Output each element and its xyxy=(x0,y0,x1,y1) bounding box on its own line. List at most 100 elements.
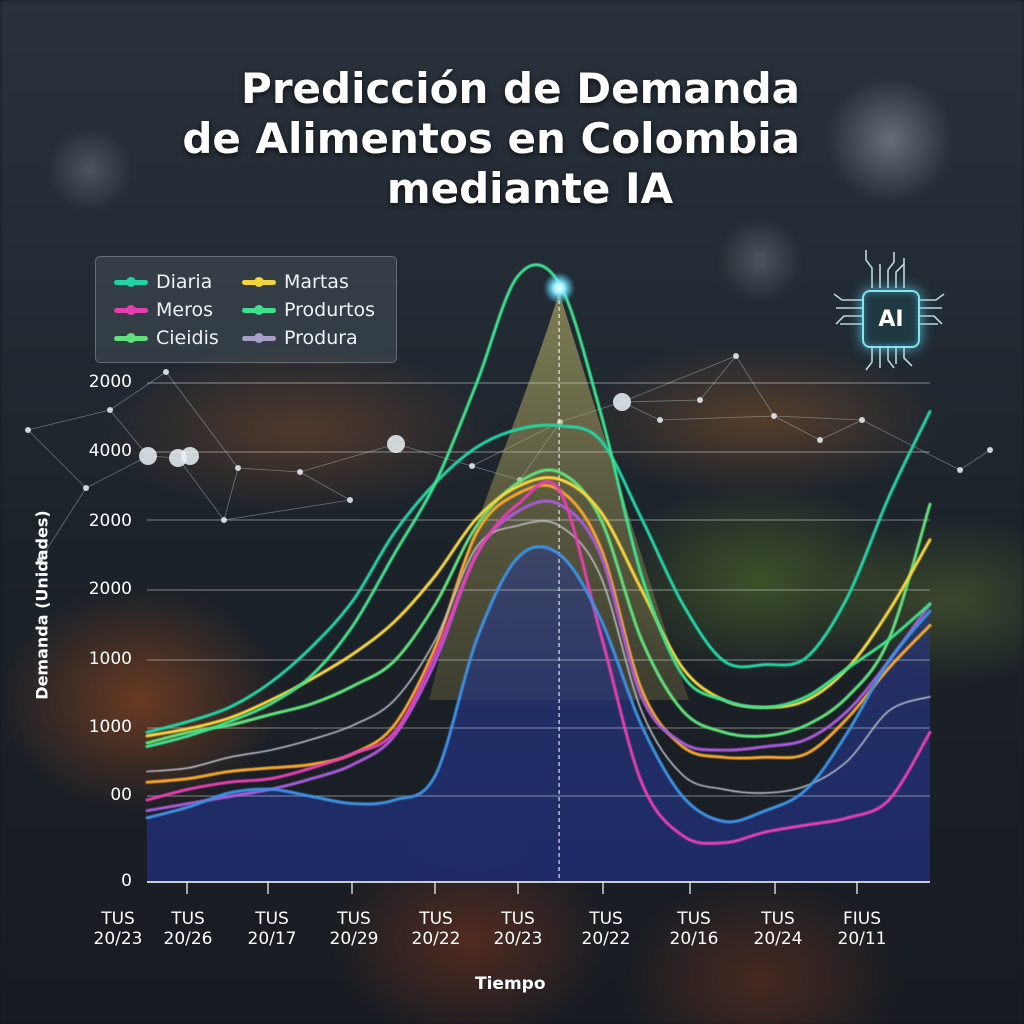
network-edge xyxy=(27,429,87,489)
network-decoration xyxy=(25,353,993,563)
network-node xyxy=(347,497,353,503)
legend-item-martas[interactable]: Martas xyxy=(242,271,349,293)
y-axis-label: Demanda (Unidades) xyxy=(32,510,52,700)
y-tick-label: 1000 xyxy=(88,717,132,737)
network-node xyxy=(235,465,241,471)
legend-swatch xyxy=(242,304,276,315)
y-tick-label: 1000 xyxy=(88,649,132,669)
y-tick-label: 2000 xyxy=(88,579,132,599)
network-edge xyxy=(659,415,775,421)
network-edge xyxy=(299,471,351,501)
network-edge xyxy=(735,355,775,417)
x-tick-label: TUS 20/16 xyxy=(659,909,729,949)
title-line-1: Predicción de Demanda xyxy=(241,64,800,113)
x-tick-label-bottom: 20/29 xyxy=(329,929,379,949)
y-tick-label: 0 xyxy=(121,871,132,891)
series-line-martas xyxy=(145,476,932,738)
network-edge xyxy=(621,399,701,403)
legend-swatch xyxy=(242,276,276,287)
series-line-cieidis xyxy=(145,468,932,745)
x-tick-label: TUS 20/22 xyxy=(401,909,471,949)
network-edge xyxy=(773,415,863,421)
x-tick-label-bottom: 20/24 xyxy=(753,929,803,949)
legend-item-cieidis[interactable]: Cieidis xyxy=(114,327,219,349)
network-edge xyxy=(177,457,225,521)
x-tick-label-top: TUS xyxy=(589,909,623,929)
title-line-2: de Alimentos en Colombia xyxy=(182,114,800,163)
forecast-area-fill xyxy=(147,546,930,882)
legend-item-produra[interactable]: Produra xyxy=(242,327,358,349)
network-node xyxy=(25,427,31,433)
title-line-3: mediante IA xyxy=(386,164,674,213)
network-node xyxy=(733,353,739,359)
network-edge xyxy=(223,467,239,521)
x-tick-label-bottom: 20/22 xyxy=(581,929,631,949)
x-tick-label-bottom: 20/17 xyxy=(247,929,297,949)
network-edge xyxy=(237,467,301,473)
x-tick-label: FIUS 20/11 xyxy=(827,909,897,949)
network-edge xyxy=(223,499,351,521)
x-axis-label: Tiempo xyxy=(475,974,546,994)
network-node xyxy=(83,485,89,491)
legend-label: Meros xyxy=(156,299,213,321)
x-tick-label-bottom: 20/23 xyxy=(493,929,543,949)
legend-label: Produrtos xyxy=(284,299,376,321)
network-node xyxy=(221,517,227,523)
network-edge xyxy=(699,355,737,401)
network-node xyxy=(107,407,113,413)
network-node xyxy=(37,557,43,563)
legend-item-produrtos[interactable]: Produrtos xyxy=(242,299,375,321)
x-tick-label-top: TUS xyxy=(255,909,289,929)
network-edge xyxy=(109,409,149,457)
x-tick-label-top: TUS xyxy=(337,909,371,929)
x-tick-label-top: FIUS xyxy=(842,909,882,929)
legend-label: Diaria xyxy=(156,271,213,293)
x-tick-label-top: TUS xyxy=(677,909,711,929)
x-tick-label-top: TUS xyxy=(101,909,135,929)
chart-title: Predicción de Demanda de Alimentos en Co… xyxy=(150,64,800,214)
x-tick-label-top: TUS xyxy=(501,909,535,929)
network-edge xyxy=(861,419,961,471)
network-edge xyxy=(299,443,397,473)
x-tick-label: TUS 20/23 xyxy=(483,909,553,949)
peak-glow-icon xyxy=(543,272,576,304)
network-node xyxy=(859,417,865,423)
network-edge xyxy=(85,455,149,489)
network-node xyxy=(771,413,777,419)
axes xyxy=(147,881,930,894)
series-line-meros xyxy=(145,480,932,845)
x-tick-label: TUS 20/23 xyxy=(83,909,153,949)
network-node xyxy=(817,437,823,443)
series-line-orange xyxy=(145,483,932,784)
legend-swatch xyxy=(242,332,276,343)
network-edge xyxy=(39,487,87,561)
network-node xyxy=(181,447,199,465)
legend: Diaria Martas Meros Produrtos Cieidis Pr… xyxy=(95,256,397,363)
x-tick-label-bottom: 20/26 xyxy=(163,929,213,949)
network-edge xyxy=(109,371,167,411)
legend-item-meros[interactable]: Meros xyxy=(114,299,213,321)
x-tick-label-top: TUS xyxy=(419,909,453,929)
ai-chip-label: AI xyxy=(878,306,904,332)
legend-swatch xyxy=(114,332,148,343)
network-node xyxy=(387,435,405,453)
series-line-grey xyxy=(146,520,931,794)
network-node xyxy=(657,417,663,423)
x-tick-label: TUS 20/22 xyxy=(571,909,641,949)
network-edge xyxy=(395,443,473,467)
x-tick-label: TUS 20/24 xyxy=(743,909,813,949)
legend-item-diaria[interactable]: Diaria xyxy=(114,271,212,293)
network-edge xyxy=(621,355,737,403)
x-tick-label-bottom: 20/11 xyxy=(837,929,887,949)
network-node xyxy=(139,447,157,465)
legend-label: Produra xyxy=(284,327,358,349)
series-line-produra xyxy=(145,545,932,824)
network-edge xyxy=(773,415,821,441)
network-edge xyxy=(959,449,991,471)
y-tick-label: 00 xyxy=(110,785,132,805)
series-line-produrtos xyxy=(145,263,932,749)
x-tick-label-bottom: 20/23 xyxy=(93,929,143,949)
legend-label: Martas xyxy=(284,271,349,293)
x-tick-label-bottom: 20/16 xyxy=(669,929,719,949)
